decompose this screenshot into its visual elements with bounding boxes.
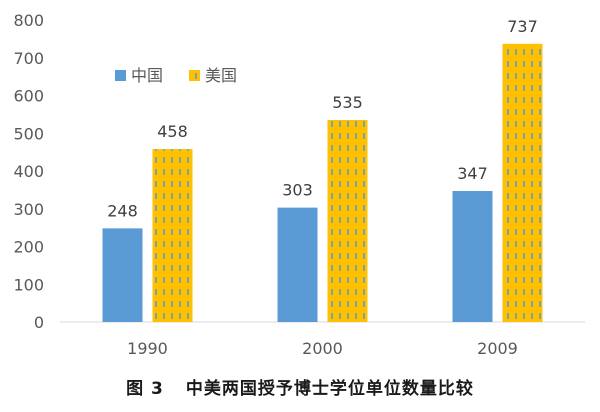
bar-china-2009	[452, 191, 493, 322]
data-label: 737	[507, 17, 538, 36]
y-tick-label: 600	[13, 87, 44, 106]
bar-china-1990	[102, 228, 143, 322]
figure-number: 图 3	[126, 379, 164, 399]
data-labels: 248 458 303 535 347 737	[107, 17, 538, 221]
data-label: 458	[157, 122, 188, 141]
y-tick-label: 400	[13, 162, 44, 181]
y-tick-label: 0	[34, 313, 44, 332]
bar-usa-2000	[327, 120, 368, 322]
data-label: 347	[457, 164, 488, 183]
y-tick-label: 100	[13, 275, 44, 294]
data-label: 248	[107, 201, 138, 220]
y-tick-label: 800	[13, 11, 44, 30]
x-tick-label: 2009	[477, 339, 518, 358]
legend-label-china: 中国	[131, 66, 163, 85]
figure-caption: 图 3 中美两国授予博士学位单位数量比较	[0, 374, 600, 399]
bar-usa-1990	[152, 149, 193, 322]
legend-swatch-usa	[189, 70, 200, 81]
y-tick-label: 300	[13, 200, 44, 219]
x-tick-label: 2000	[302, 339, 343, 358]
y-tick-label: 200	[13, 238, 44, 257]
y-tick-label: 500	[13, 124, 44, 143]
x-tick-label: 1990	[127, 339, 168, 358]
bar-china-2000	[277, 207, 318, 322]
x-axis: 1990 2000 2009	[60, 321, 585, 358]
bars	[102, 43, 543, 322]
legend-label-usa: 美国	[205, 66, 237, 85]
data-label: 303	[282, 181, 313, 200]
legend: 中国 美国	[115, 66, 237, 85]
bar-usa-2009	[502, 43, 543, 322]
y-tick-label: 700	[13, 49, 44, 68]
legend-swatch-china	[115, 70, 126, 81]
figure-title: 中美两国授予博士学位单位数量比较	[185, 379, 474, 399]
y-axis: 0 100 200 300 400 500 600 700 800	[13, 11, 44, 332]
data-label: 535	[332, 93, 363, 112]
